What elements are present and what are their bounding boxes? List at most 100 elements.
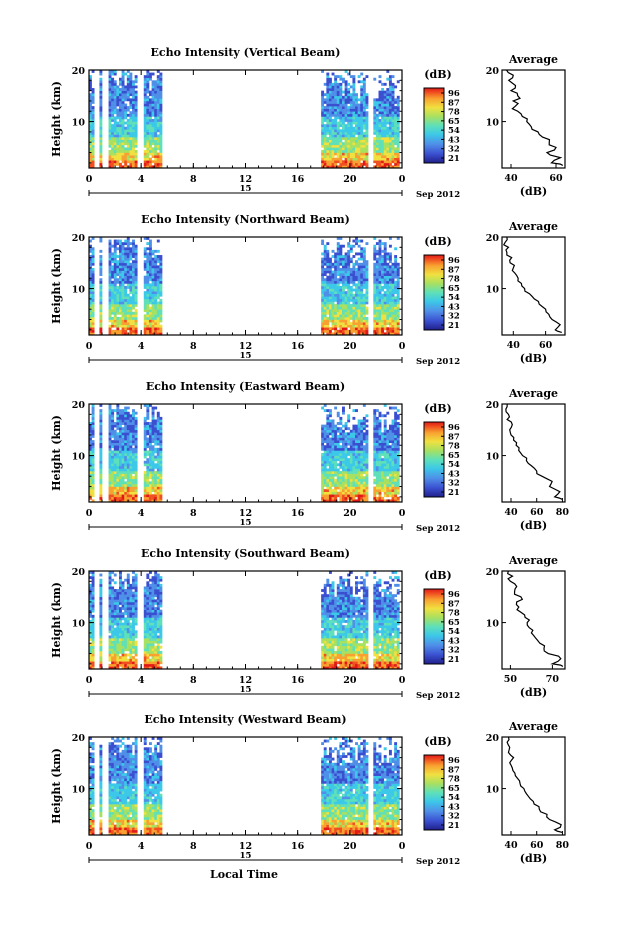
date-day-label: 15 <box>240 851 252 861</box>
x-tick-label: 8 <box>190 841 197 852</box>
x-tick-label: 12 <box>239 341 252 352</box>
y-tick-label: 10 <box>72 285 86 296</box>
x-tick-label: 0 <box>399 174 406 185</box>
colorbar-tick-label: 78 <box>448 775 460 785</box>
average-profile-line <box>502 236 562 333</box>
panel-1: Echo Intensity (Vertical Beam) 20 10 Height… <box>50 46 566 200</box>
x-axis-label: Local Time <box>210 868 278 881</box>
average-y-tick-label: 20 <box>486 567 500 578</box>
average-x-tick-label: 40 <box>507 340 521 351</box>
average-x-tick-label: 60 <box>530 507 544 518</box>
y-axis-label: Height (km) <box>50 248 63 324</box>
colorbar-tick-label: 78 <box>448 275 460 285</box>
x-tick-label: 4 <box>138 174 145 185</box>
average-x-label: (dB) <box>520 352 547 365</box>
date-day-label: 15 <box>240 184 252 194</box>
colorbar-unit: (dB) <box>424 735 451 748</box>
average-y-tick-label: 20 <box>486 400 500 411</box>
average-x-label: (dB) <box>520 852 547 865</box>
colorbar-tick-label: 96 <box>448 756 460 766</box>
date-month-label: Sep 2012 <box>416 190 460 200</box>
colorbar-tick-label: 54 <box>448 126 460 136</box>
colorbar-tick-label: 54 <box>448 627 460 637</box>
average-x-label: (dB) <box>520 686 547 699</box>
colorbar-tick-label: 96 <box>448 256 460 266</box>
average-x-tick-label: 40 <box>504 840 518 851</box>
x-tick-label: 8 <box>190 675 197 686</box>
colorbar-tick-label: 87 <box>448 599 460 609</box>
average-profile-line <box>506 69 564 166</box>
colorbar-tick-label: 65 <box>448 784 460 794</box>
x-tick-label: 0 <box>399 508 406 519</box>
colorbar-tick-label: 32 <box>448 812 460 822</box>
x-tick-label: 12 <box>239 675 252 686</box>
colorbar <box>423 254 445 331</box>
average-frame <box>501 736 566 836</box>
average-title: Average <box>508 387 558 400</box>
panel-5: Echo Intensity (Westward Beam) 20 10 Height… <box>50 713 569 867</box>
y-axis-label: Height (km) <box>50 81 63 157</box>
average-profile-line <box>506 570 564 667</box>
average-title: Average <box>508 220 558 233</box>
date-day-label: 15 <box>240 518 252 528</box>
x-tick-label: 12 <box>239 174 252 185</box>
panel-2: Echo Intensity (Northward Beam) 20 10 Heigh… <box>50 213 566 367</box>
chart-title: Echo Intensity (Northward Beam) <box>141 213 350 226</box>
average-x-tick-label: 40 <box>504 507 518 518</box>
average-title: Average <box>508 554 558 567</box>
colorbar-tick-label: 87 <box>448 265 460 275</box>
y-tick-label: 20 <box>72 567 86 578</box>
average-x-tick-label: 80 <box>556 840 570 851</box>
colorbar-tick-label: 96 <box>448 89 460 99</box>
average-y-tick-label: 20 <box>486 66 500 77</box>
panel-4: Echo Intensity (Southward Beam) 20 10 Heigh… <box>50 547 566 701</box>
colorbar-tick-label: 32 <box>448 479 460 489</box>
colorbar-tick-label: 65 <box>448 618 460 628</box>
average-x-tick-label: 40 <box>504 173 518 184</box>
colorbar-tick-label: 21 <box>448 655 460 665</box>
y-tick-label: 20 <box>72 233 86 244</box>
colorbar-unit: (dB) <box>424 68 451 81</box>
colorbar-tick-label: 43 <box>448 302 460 312</box>
colorbar-tick-label: 21 <box>448 154 460 164</box>
colorbar-tick-label: 87 <box>448 98 460 108</box>
y-tick-label: 20 <box>72 66 86 77</box>
x-tick-label: 12 <box>239 508 252 519</box>
average-frame <box>501 570 566 670</box>
colorbar-tick-label: 96 <box>448 590 460 600</box>
chart-title: Echo Intensity (Southward Beam) <box>141 547 350 560</box>
y-tick-label: 10 <box>72 785 86 796</box>
average-frame <box>501 236 566 336</box>
y-axis-label: Height (km) <box>50 582 63 658</box>
average-x-tick-label: 80 <box>556 507 570 518</box>
colorbar <box>423 754 445 831</box>
colorbar-unit: (dB) <box>424 235 451 248</box>
date-day-label: 15 <box>240 351 252 361</box>
colorbar-tick-label: 21 <box>448 488 460 498</box>
x-tick-label: 20 <box>343 841 357 852</box>
colorbar-tick-label: 32 <box>448 312 460 322</box>
x-tick-label: 0 <box>86 841 93 852</box>
heatmap-cells <box>89 404 400 503</box>
colorbar-tick-label: 78 <box>448 108 460 118</box>
x-tick-label: 20 <box>343 508 357 519</box>
average-y-tick-label: 20 <box>486 233 500 244</box>
average-x-tick-label: 60 <box>549 173 563 184</box>
y-tick-label: 20 <box>72 733 86 744</box>
heatmap-cells <box>89 70 400 169</box>
x-tick-label: 0 <box>399 675 406 686</box>
colorbar-tick-label: 32 <box>448 145 460 155</box>
colorbar-tick-label: 32 <box>448 646 460 656</box>
average-profile-line <box>506 736 563 834</box>
x-tick-label: 0 <box>399 841 406 852</box>
x-tick-label: 16 <box>291 508 305 519</box>
x-tick-label: 0 <box>86 508 93 519</box>
colorbar-tick-label: 43 <box>448 636 460 646</box>
colorbar-unit: (dB) <box>424 569 451 582</box>
heatmap-cells <box>89 237 400 336</box>
colorbar-tick-label: 54 <box>448 460 460 470</box>
y-axis-label: Height (km) <box>50 415 63 491</box>
colorbar <box>423 421 445 498</box>
colorbar-tick-label: 43 <box>448 135 460 145</box>
